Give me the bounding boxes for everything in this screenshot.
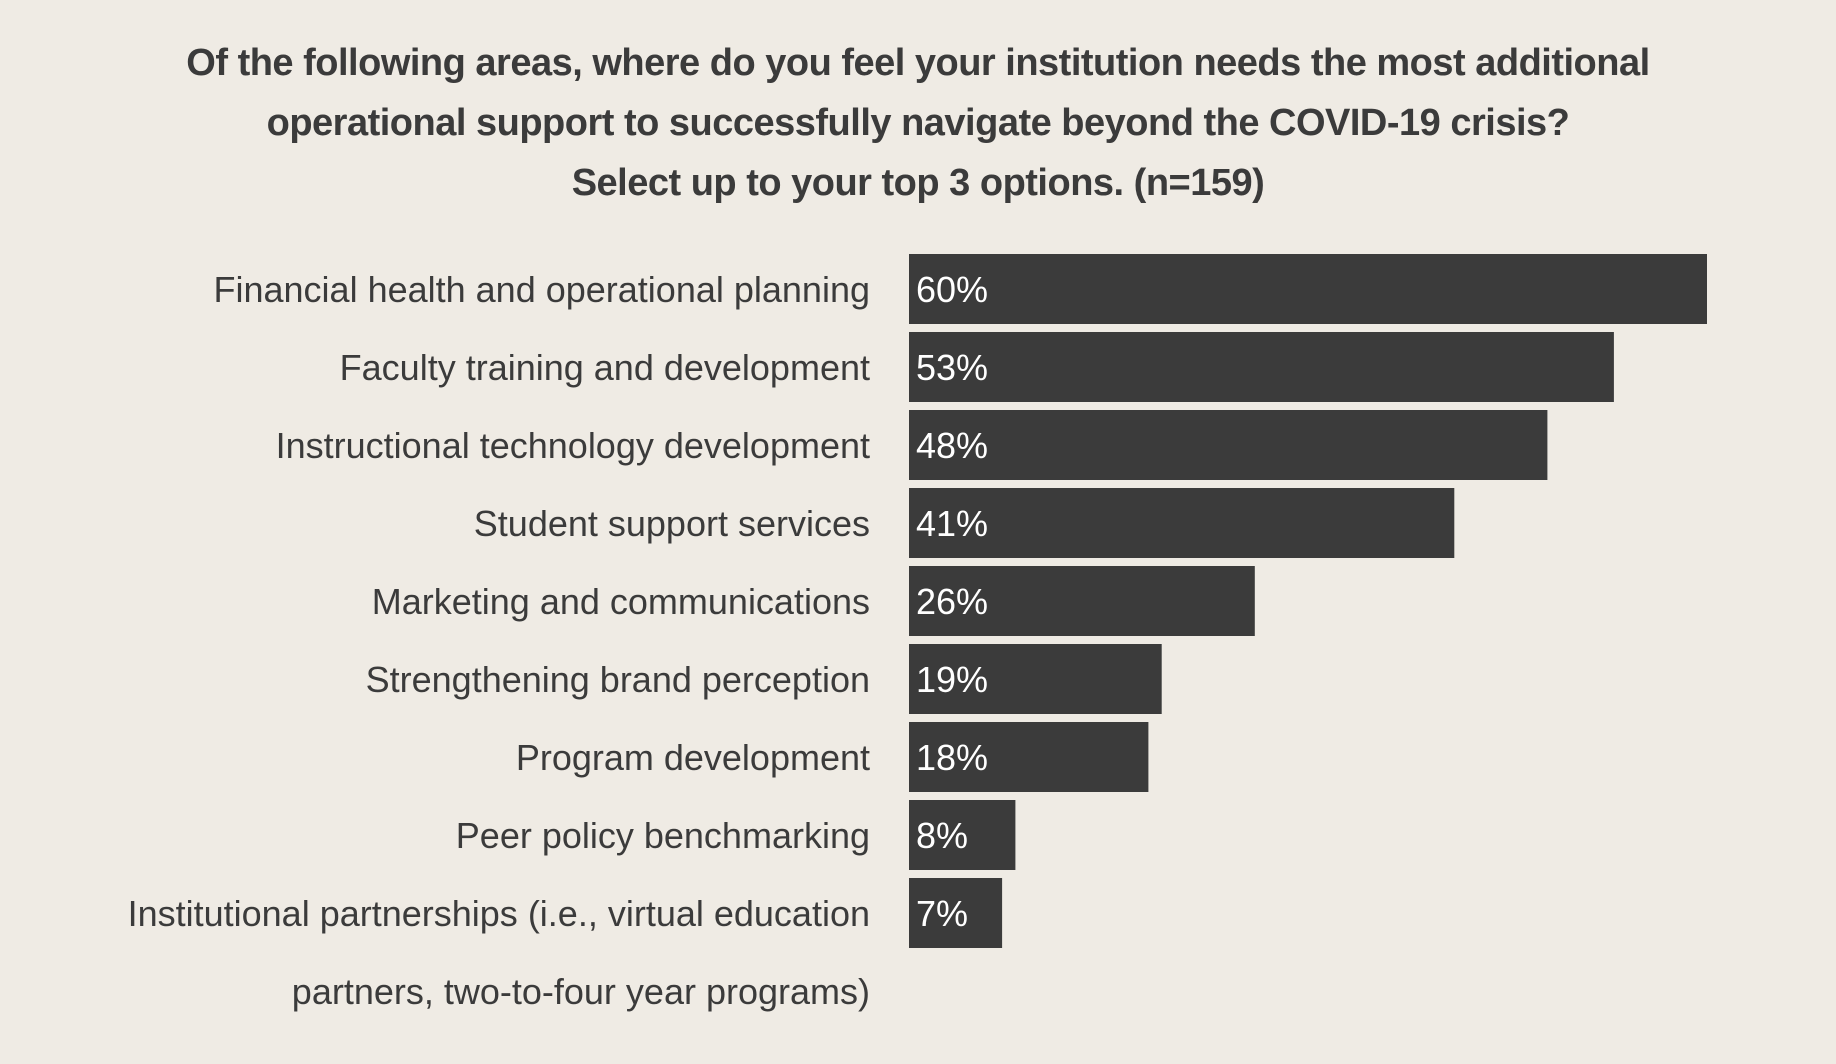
category-label-8-line-1: partners, two-to-four year programs) — [292, 971, 870, 1012]
bar-value-label-6: 18% — [916, 737, 988, 778]
bar-value-label-8: 7% — [916, 893, 968, 934]
chart-title-line-2: operational support to successfully navi… — [266, 102, 1570, 144]
bar-value-label-5: 19% — [916, 659, 988, 700]
bar-value-label-7: 8% — [916, 815, 968, 856]
bar-value-label-4: 26% — [916, 581, 988, 622]
category-label-5: Strengthening brand perception — [366, 659, 870, 700]
bar-4 — [909, 566, 1255, 636]
category-label-8-line-0: Institutional partnerships (i.e., virtua… — [128, 893, 870, 934]
bar-8 — [909, 878, 1003, 948]
category-label-2: Instructional technology development — [276, 425, 870, 466]
bar-1 — [909, 332, 1614, 402]
category-label-7: Peer policy benchmarking — [456, 815, 870, 856]
bar-3 — [909, 488, 1455, 558]
bar-value-label-2: 48% — [916, 425, 988, 466]
category-label-3: Student support services — [474, 503, 870, 544]
bar-value-label-0: 60% — [916, 269, 988, 310]
bar-value-label-1: 53% — [916, 347, 988, 388]
category-label-6: Program development — [516, 737, 870, 778]
bar-7 — [909, 800, 1016, 870]
category-label-0: Financial health and operational plannin… — [214, 269, 871, 310]
bar-5 — [909, 644, 1162, 714]
category-label-1: Faculty training and development — [340, 347, 870, 388]
bar-2 — [909, 410, 1548, 480]
chart-title-line-3: Select up to your top 3 options. (n=159) — [571, 162, 1265, 204]
bar-6 — [909, 722, 1149, 792]
bar-0 — [909, 254, 1707, 324]
category-label-4: Marketing and communications — [372, 581, 870, 622]
bar-value-label-3: 41% — [916, 503, 988, 544]
chart-title-line-1: Of the following areas, where do you fee… — [186, 42, 1650, 84]
